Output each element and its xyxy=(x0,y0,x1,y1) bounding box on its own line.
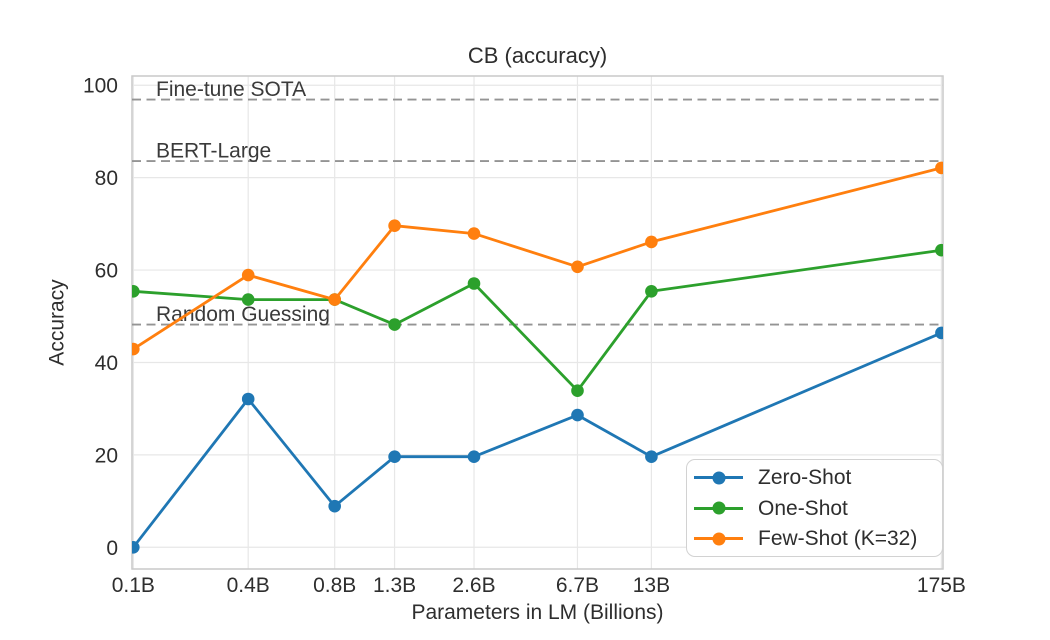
data-point-zero-shot xyxy=(571,408,584,422)
legend-box: Zero-Shot One-Shot Few-Shot (K=32) xyxy=(686,459,943,557)
data-point-few-shot-k-32 xyxy=(571,260,584,274)
baseline-label-bert-large: BERT-Large xyxy=(156,140,271,163)
data-point-zero-shot xyxy=(328,499,342,513)
data-point-few-shot-k-32 xyxy=(132,342,140,356)
baseline-label-random-guessing: Random Guessing xyxy=(156,303,330,326)
y-axis-label: Accuracy xyxy=(46,279,69,366)
chart-title: CB (accuracy) xyxy=(468,43,607,68)
y-tick-label: 80 xyxy=(95,167,118,190)
series-layer xyxy=(132,161,943,554)
x-tick-label: 0.8B xyxy=(313,574,356,597)
data-point-few-shot-k-32 xyxy=(935,161,943,175)
legend-line-marker-icon xyxy=(694,532,743,545)
legend-label: One-Shot xyxy=(758,496,848,520)
legend-entry-zero-shot: Zero-Shot xyxy=(694,465,942,491)
plot-border xyxy=(131,75,944,570)
baselines-layer: Fine-tune SOTA BERT-Large Random Guessing xyxy=(132,78,943,326)
series-line-one-shot xyxy=(133,248,942,393)
legend-entry-one-shot: One-Shot xyxy=(694,495,942,521)
grid-layer xyxy=(132,76,943,569)
data-point-few-shot-k-32 xyxy=(241,268,255,282)
y-tick-label: 0 xyxy=(106,537,118,560)
data-point-one-shot xyxy=(388,318,401,331)
x-tick-label: 6.7B xyxy=(556,574,599,597)
legend-label: Few-Shot (K=32) xyxy=(758,527,918,550)
data-point-zero-shot xyxy=(388,450,401,464)
y-tick-label: 60 xyxy=(95,260,118,283)
x-axis-label: Parameters in LM (Billions) xyxy=(411,601,663,624)
legend-dot-icon xyxy=(712,532,725,545)
data-point-one-shot xyxy=(467,277,481,290)
legend-line-marker-icon xyxy=(694,501,743,515)
y-tick-label: 100 xyxy=(83,75,118,98)
data-point-zero-shot xyxy=(132,541,140,554)
data-point-few-shot-k-32 xyxy=(645,235,658,249)
x-tick-label: 175B xyxy=(917,574,966,597)
series-line-few-shot-k-32 xyxy=(132,166,942,351)
data-point-one-shot xyxy=(645,285,658,298)
y-tick-label: 40 xyxy=(95,352,118,375)
data-point-zero-shot xyxy=(935,326,943,340)
ticks-layer: 0.1B 0.4B 0.8B 1.3B 2.6B 6.7B 13B 175B 0 20 40 60 80… xyxy=(83,75,966,597)
x-tick-label: 0.1B xyxy=(112,574,155,597)
data-point-zero-shot xyxy=(645,450,658,464)
legend-label: Zero-Shot xyxy=(758,466,852,489)
x-tick-label: 13B xyxy=(633,574,670,597)
legend-line-marker-icon xyxy=(694,471,743,484)
series-line-zero-shot xyxy=(132,331,942,549)
y-tick-label: 20 xyxy=(95,444,118,467)
data-point-one-shot xyxy=(241,293,255,306)
data-point-few-shot-k-32 xyxy=(328,293,342,306)
legend-dot-icon xyxy=(712,471,725,484)
data-point-few-shot-k-32 xyxy=(388,219,401,232)
data-point-one-shot xyxy=(132,285,140,298)
x-tick-label: 0.4B xyxy=(227,574,270,597)
data-point-few-shot-k-32 xyxy=(467,227,481,240)
data-point-one-shot xyxy=(935,243,943,257)
x-tick-label: 2.6B xyxy=(452,574,495,597)
data-point-zero-shot xyxy=(241,392,255,406)
baseline-label-fine-tune-sota: Fine-tune SOTA xyxy=(156,78,306,101)
legend-dot-icon xyxy=(712,501,725,515)
data-point-one-shot xyxy=(571,384,584,398)
x-tick-label: 1.3B xyxy=(373,574,416,597)
data-point-zero-shot xyxy=(467,450,481,464)
legend-entry-few-shot-k-32: Few-Shot (K=32) xyxy=(694,526,942,552)
